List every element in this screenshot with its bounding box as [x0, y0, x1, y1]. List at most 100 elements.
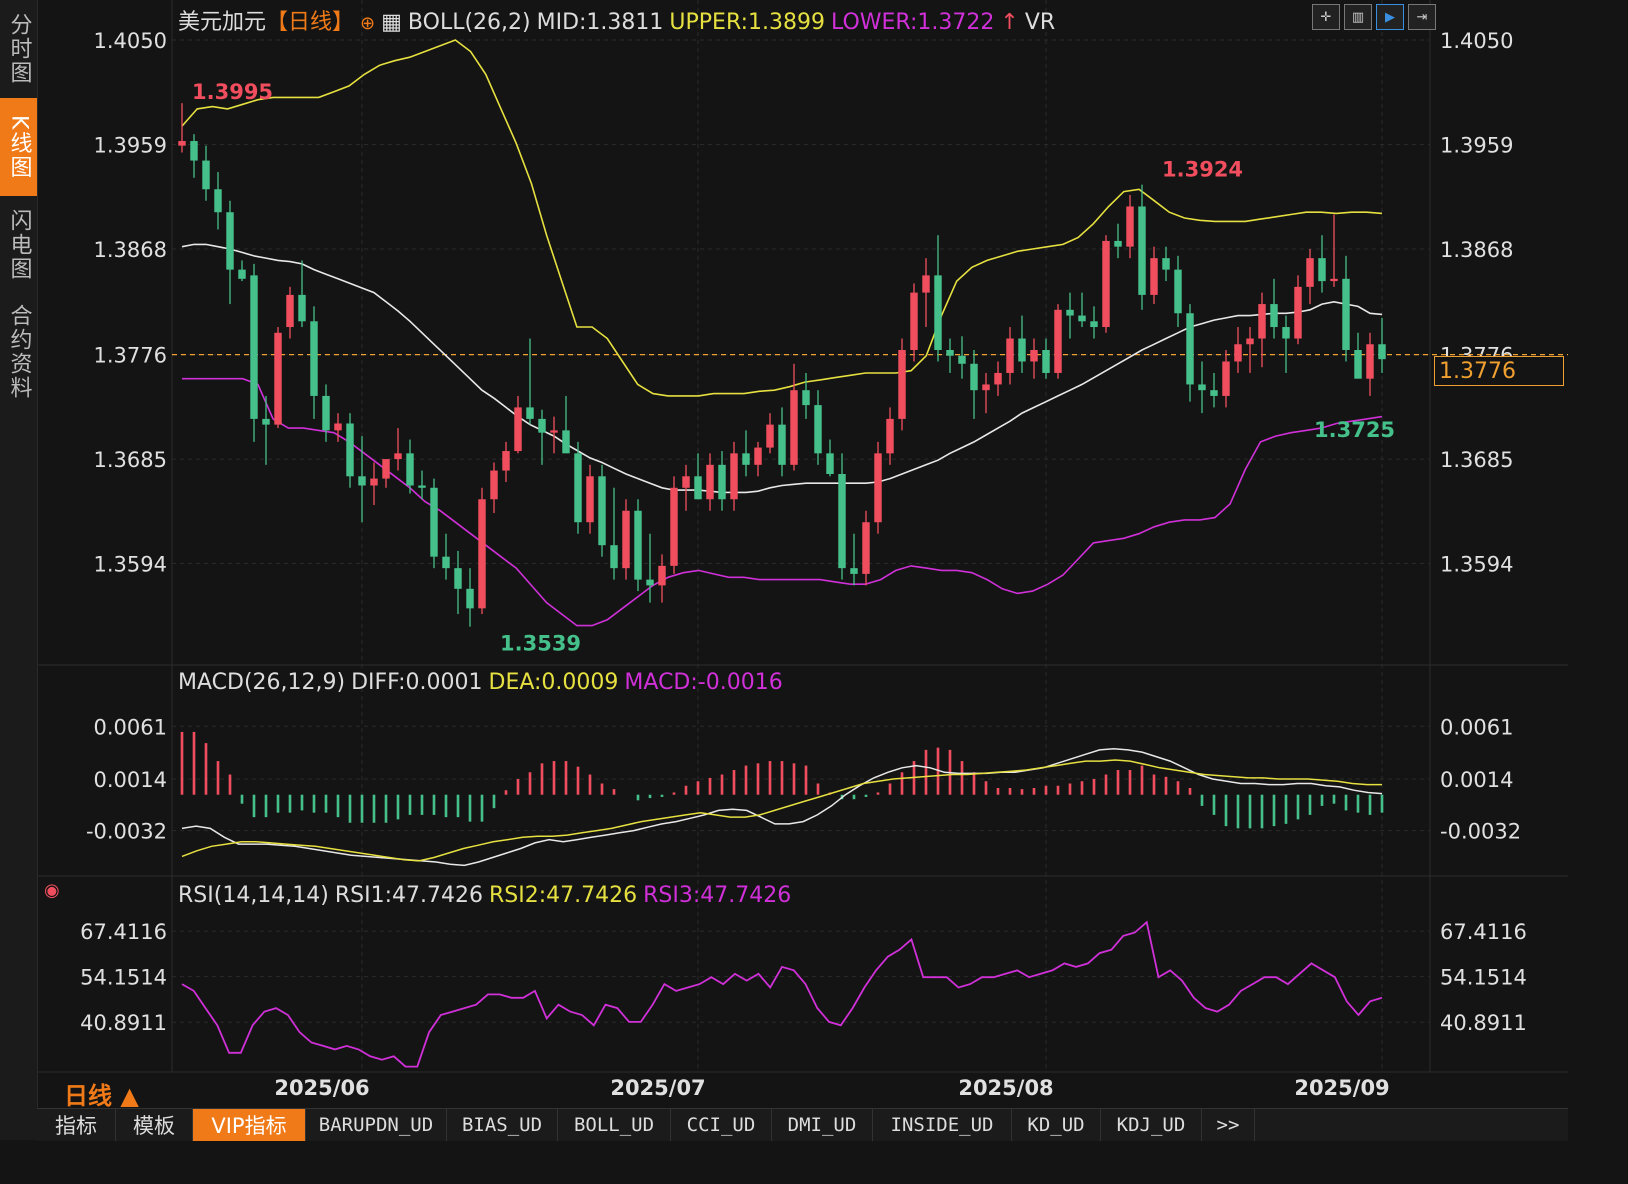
macd-dea-line — [181, 759, 1382, 862]
boll-header: 美元加元【日线】 ⊕ ▦ BOLL(26,2) MID:1.3811 UPPER:1.38… — [178, 4, 1061, 36]
candle-body — [898, 350, 906, 419]
candle-body — [1234, 344, 1242, 362]
play-chart-icon[interactable]: ▶ — [1376, 4, 1404, 30]
macd-dea: DEA:0.0009 — [488, 670, 619, 695]
candle-body — [706, 464, 714, 500]
boll-name: BOLL(26,2) — [407, 10, 531, 35]
rsi-target-icon[interactable]: ◉ — [44, 880, 60, 901]
candle-body — [874, 453, 882, 523]
candle-body — [1018, 338, 1026, 362]
candle-body — [1054, 309, 1062, 373]
candle-body — [634, 510, 642, 580]
macd-y-tick-left: 0.0061 — [94, 715, 167, 739]
tab-kd-ud[interactable]: KD_UD — [1012, 1109, 1101, 1141]
tab-flash[interactable]: 闪电图 — [6, 209, 32, 281]
candle-body — [550, 430, 558, 433]
settings-circle-icon[interactable]: ⊕ — [360, 13, 376, 34]
candle-body — [994, 372, 1002, 385]
candle-body — [622, 510, 630, 569]
candle-body — [694, 476, 702, 500]
tab-dmi-ud[interactable]: DMI_UD — [772, 1109, 873, 1141]
candle-body — [454, 568, 462, 589]
tab-timeshare[interactable]: 分时图 — [6, 13, 32, 85]
rsi-name: RSI(14,14,14) — [178, 883, 329, 908]
tab-cci-ud[interactable]: CCI_UD — [671, 1109, 772, 1141]
candle-body — [1030, 350, 1038, 362]
tab-templates[interactable]: 模板 — [116, 1109, 193, 1141]
candle-body — [1138, 206, 1146, 295]
period-selector[interactable]: 日线 ▲ — [64, 1076, 139, 1111]
macd-diff-line — [181, 747, 1383, 867]
candle-body — [646, 579, 654, 586]
high2-annotation: 1.3924 — [1162, 158, 1243, 182]
candle-body — [850, 568, 858, 574]
candle-body — [1186, 313, 1194, 385]
candle-body — [526, 407, 534, 419]
candle-body — [1270, 304, 1278, 328]
candle-body — [562, 430, 570, 454]
candle-body — [1198, 384, 1206, 391]
tab-kdj-ud[interactable]: KDJ_UD — [1101, 1109, 1202, 1141]
candle-body — [346, 423, 354, 477]
vr-label[interactable]: VR — [1024, 10, 1056, 35]
bar-chart-icon[interactable]: ▥ — [1344, 4, 1372, 30]
candle-body — [178, 141, 186, 146]
chart-canvas[interactable]: 1.4050 1.4050 1.3959 1.3959 1.3868 1.3868 1.37… — [0, 0, 1568, 1108]
candle-body — [262, 418, 270, 425]
rsi-header: RSI(14,14,14) RSI1:47.7426 RSI2:47.7426 RSI… — [178, 883, 797, 908]
candle-body — [1174, 269, 1182, 314]
y-tick-left: 1.3776 — [94, 344, 167, 368]
arrow-up-icon[interactable]: ↑ — [1000, 10, 1019, 35]
candle-body — [1078, 315, 1086, 322]
tab-boll-ud[interactable]: BOLL_UD — [558, 1109, 671, 1141]
candle-body — [238, 269, 246, 279]
candle-body — [658, 565, 666, 586]
candle-body — [1210, 390, 1218, 396]
period-tag: 【日线】 — [266, 10, 355, 35]
tab-indicators[interactable]: 指标 — [37, 1109, 116, 1141]
tab-inside-ud[interactable]: INSIDE_UD — [873, 1109, 1012, 1141]
tab-kline[interactable]: K线图 — [0, 98, 37, 196]
y-tick-right: 1.4050 — [1440, 29, 1513, 53]
candle-body — [670, 487, 678, 566]
tab-vip-indicators[interactable]: VIP指标 — [193, 1109, 306, 1141]
x-tick-label: 2025/08 — [958, 1076, 1053, 1100]
tabs-more-button[interactable]: >> — [1202, 1109, 1255, 1141]
macd-y-tick-right: 0.0061 — [1440, 715, 1513, 739]
rsi3-value: RSI3:47.7426 — [643, 883, 792, 908]
boll-lower: LOWER:1.3722 — [830, 10, 995, 35]
candle-body — [430, 487, 438, 557]
tab-bias-ud[interactable]: BIAS_UD — [447, 1109, 558, 1141]
candle-body — [574, 453, 582, 523]
candle-body — [1102, 240, 1110, 328]
y-tick-right: 1.3959 — [1440, 133, 1513, 157]
y-tick-right: 1.3868 — [1440, 238, 1513, 262]
crosshair-icon[interactable]: ✛ — [1312, 4, 1340, 30]
sidebar: 分时图 K线图 闪电图 合约资料 — [0, 0, 38, 1140]
candle-body — [1378, 344, 1386, 360]
candle-body — [742, 453, 750, 465]
rsi-y-tick-left: 67.4116 — [80, 920, 167, 944]
tab-barupdn-ud[interactable]: BARUPDN_UD — [306, 1109, 447, 1141]
boll-mid-line — [181, 243, 1383, 494]
step-forward-icon[interactable]: ⇥ — [1408, 4, 1436, 30]
candle-body — [298, 294, 306, 322]
candle-body — [1222, 361, 1230, 396]
candle-body — [382, 459, 390, 479]
tab-contract-info[interactable]: 合约资料 — [6, 304, 32, 400]
macd-diff: DIFF:0.0001 — [351, 670, 483, 695]
rsi-y-tick-right: 67.4116 — [1440, 920, 1527, 944]
candle-body — [778, 424, 786, 465]
candle-body — [610, 545, 618, 569]
candle-body — [754, 447, 762, 465]
candle-body — [1258, 304, 1266, 339]
candle-body — [1354, 350, 1362, 379]
candle-body — [226, 212, 234, 270]
candle-body — [274, 332, 282, 425]
boll-indicator-icon[interactable]: ▦ — [381, 10, 402, 35]
candle-body — [1366, 344, 1374, 379]
macd-y-tick-right: -0.0032 — [1440, 820, 1521, 844]
candle-body — [1306, 258, 1314, 287]
rsi-line — [181, 920, 1383, 1068]
candle-body — [958, 355, 966, 364]
